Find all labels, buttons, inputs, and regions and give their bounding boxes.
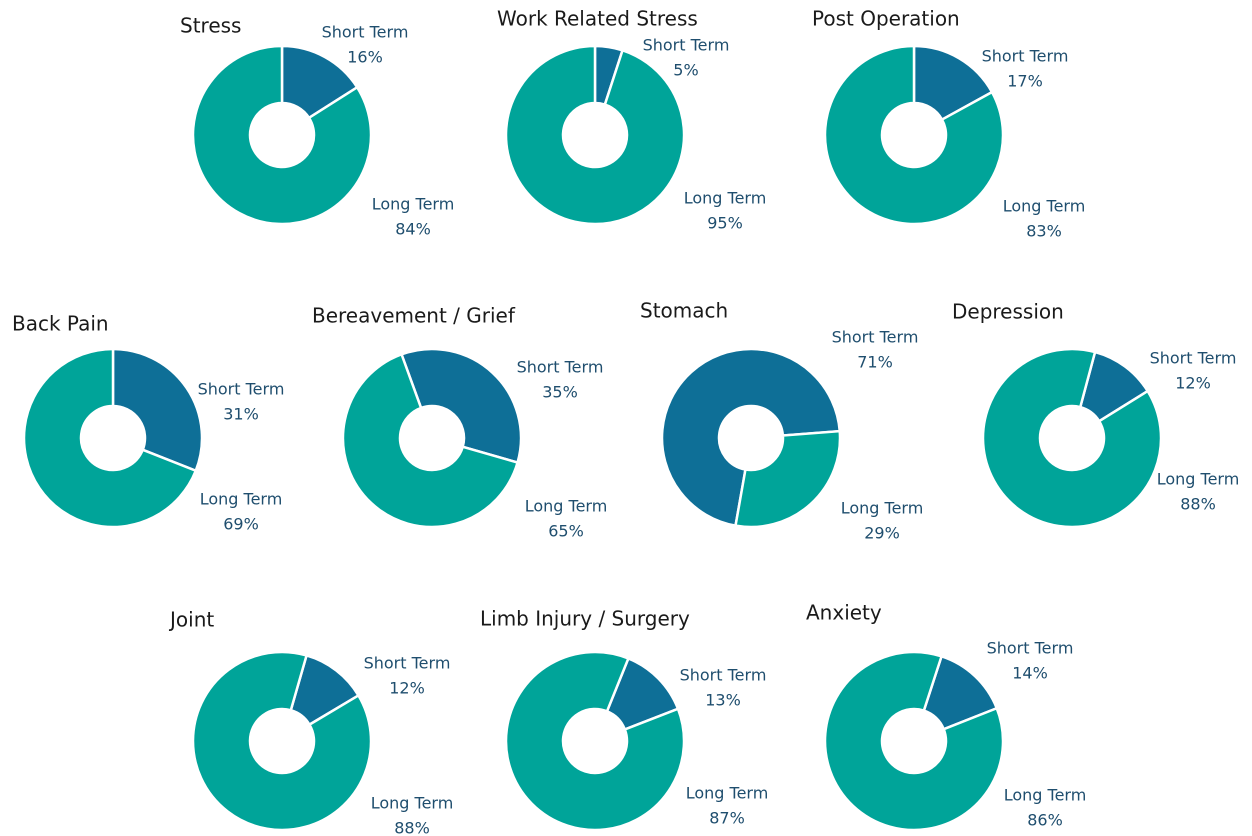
donut-segment — [191, 44, 373, 226]
segment-label: Short Term — [987, 639, 1074, 658]
segment-value-label: 17% — [1007, 72, 1043, 91]
segment-value-label: 29% — [864, 524, 900, 543]
chart-title: Back Pain — [12, 312, 109, 336]
segment-label: Short Term — [982, 47, 1069, 66]
chart-title: Joint — [168, 608, 214, 632]
segment-label: Long Term — [1003, 197, 1086, 216]
donut-segment — [912, 44, 994, 122]
segment-value-label: 31% — [223, 405, 259, 424]
segment-value-label: 13% — [705, 691, 741, 710]
donut-segment — [504, 44, 686, 226]
donut-segment — [981, 347, 1163, 529]
segment-label: Long Term — [684, 189, 767, 208]
segment-value-label: 16% — [347, 48, 383, 67]
segment-value-label: 83% — [1026, 222, 1062, 241]
segment-label: Short Term — [517, 358, 604, 377]
donut-segment — [280, 44, 359, 120]
segment-value-label: 14% — [1012, 664, 1048, 683]
donut-segment — [504, 650, 686, 832]
segment-value-label: 69% — [223, 515, 259, 534]
segment-value-label: 88% — [394, 819, 430, 836]
chart-title: Limb Injury / Surgery — [480, 607, 690, 631]
chart-title: Stomach — [640, 299, 728, 323]
chart-title: Bereavement / Grief — [312, 304, 516, 328]
segment-label: Long Term — [1157, 470, 1240, 489]
segment-label: Long Term — [841, 499, 924, 518]
segment-value-label: 95% — [707, 214, 743, 233]
segment-value-label: 12% — [389, 679, 425, 698]
segment-value-label: 12% — [1175, 374, 1211, 393]
chart-title: Stress — [180, 14, 241, 38]
segment-label: Long Term — [1004, 786, 1087, 805]
segment-label: Short Term — [198, 380, 285, 399]
segment-label: Long Term — [372, 195, 455, 214]
donut-segment — [341, 352, 520, 529]
donut-segment — [22, 347, 198, 529]
segment-label: Long Term — [200, 490, 283, 509]
donut-segment — [660, 347, 842, 528]
segment-value-label: 87% — [709, 809, 745, 828]
segment-value-label: 5% — [673, 61, 698, 80]
segment-value-label: 35% — [542, 383, 578, 402]
segment-value-label: 65% — [548, 522, 584, 541]
segment-label: Short Term — [680, 666, 767, 685]
segment-value-label: 71% — [857, 353, 893, 372]
chart-title: Work Related Stress — [497, 7, 698, 31]
donut-segment — [191, 650, 373, 832]
chart-title: Post Operation — [812, 7, 960, 31]
segment-label: Short Term — [832, 328, 919, 347]
donut-segment — [823, 650, 1005, 832]
segment-value-label: 88% — [1180, 495, 1216, 514]
chart-title: Depression — [952, 300, 1064, 324]
donut-segment — [399, 347, 523, 465]
segment-label: Long Term — [371, 794, 454, 813]
segment-label: Short Term — [322, 23, 409, 42]
donut-segment — [111, 347, 204, 473]
segment-label: Long Term — [525, 497, 608, 516]
segment-value-label: 84% — [395, 220, 431, 239]
segment-label: Long Term — [686, 784, 769, 803]
segment-label: Short Term — [643, 36, 730, 55]
segment-label: Short Term — [364, 654, 451, 673]
chart-title: Anxiety — [806, 601, 882, 625]
donut-segment — [734, 429, 842, 529]
donut-segment — [823, 44, 1005, 226]
segment-label: Short Term — [1150, 349, 1237, 368]
segment-value-label: 86% — [1027, 811, 1063, 830]
